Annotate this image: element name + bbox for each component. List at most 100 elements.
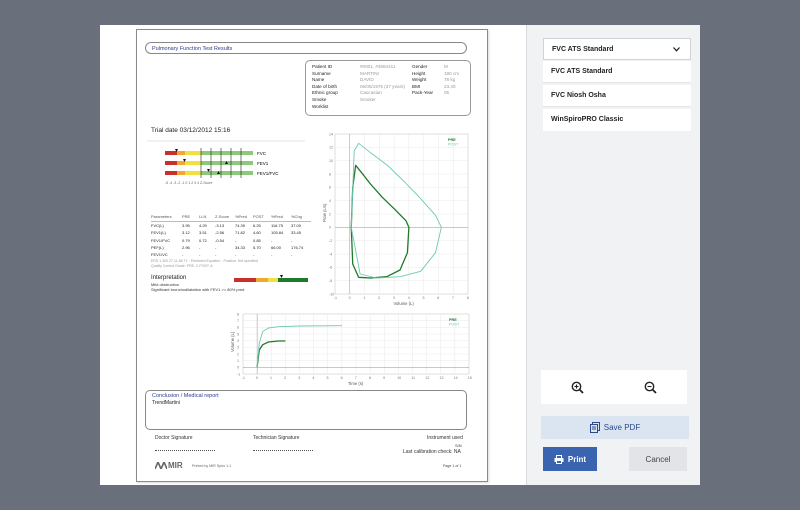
x-tick-label: 2 <box>284 376 286 380</box>
template-option-ats[interactable]: FVC ATS Standard <box>543 61 691 83</box>
interpretation-bar <box>234 275 308 282</box>
report-title-box: Pulmonary Function Test Results <box>145 42 467 54</box>
footnote-1: ERS 1.300 27-11-86 T1 · Predicted Equati… <box>151 259 259 263</box>
x-tick-label: 10 <box>397 376 401 380</box>
x-tick-label: 7 <box>452 296 454 300</box>
y-tick-label: 4 <box>237 339 239 343</box>
y-tick-label: 8 <box>329 172 331 176</box>
table-cell: 3.12 <box>182 230 190 236</box>
table-header: LLN <box>199 214 207 219</box>
table-cell: 0.72 <box>199 237 207 243</box>
x-tick-label: 8 <box>467 296 469 300</box>
legend-pre: PRE <box>448 138 456 142</box>
flow-volume-chart: -1 0 1 2 3 4 5 6 7 8-10-8-6-4-202468101214PREPOST… <box>323 132 469 306</box>
patient-field-label: Smoke <box>312 97 327 102</box>
table-cell: PEF(L) <box>151 244 164 250</box>
table-cell: 66.00 <box>271 244 282 250</box>
y-tick-label: 6 <box>237 326 239 330</box>
x-tick-label: 8 <box>369 376 371 380</box>
zoom-in-button[interactable] <box>541 370 614 404</box>
cancel-button[interactable]: Cancel <box>629 447 687 471</box>
brand-logo: MIR <box>155 461 183 470</box>
table-cell: - <box>235 252 237 258</box>
printer-icon <box>554 454 564 464</box>
y-tick-label: 2 <box>329 212 331 216</box>
patient-field-label: Name <box>312 77 325 83</box>
table-header: PRE <box>182 214 191 219</box>
template-select[interactable]: FVC ATS Standard <box>543 38 691 60</box>
table-header: %Pred <box>235 214 248 219</box>
zoom-in-icon <box>571 381 584 394</box>
y-tick-label: 3 <box>237 346 239 350</box>
print-button[interactable]: Print <box>543 447 597 471</box>
y-tick-label: 14 <box>329 132 333 136</box>
y-axis-label: Flow (L/s) <box>323 203 327 222</box>
x-tick-label: 0 <box>349 296 351 300</box>
zoom-out-button[interactable] <box>614 370 687 404</box>
table-header: Parameters <box>151 214 172 219</box>
table-cell: 5.70 <box>253 244 261 250</box>
table-cell: 3.51 <box>199 230 207 236</box>
table-cell: 33.45 <box>291 230 302 236</box>
instrument-sn: S/N <box>455 443 462 448</box>
patient-field-value: Caucasian <box>360 90 382 96</box>
report-title: Pulmonary Function Test Results <box>152 46 233 52</box>
table-cell: -3.13 <box>215 223 225 228</box>
y-tick-label: 12 <box>329 146 333 150</box>
table-cell: 0.85 <box>253 237 261 243</box>
table-cell: 105.84 <box>271 230 284 236</box>
print-label: Print <box>567 454 587 464</box>
bar-label-fev1: FEV1 <box>257 161 269 166</box>
x-tick-label: 11 <box>411 376 415 380</box>
zoom-controls <box>541 370 687 404</box>
x-tick-label: 6 <box>437 296 439 300</box>
patient-field-label: Height <box>412 70 426 76</box>
table-header: Z-Score <box>215 214 230 219</box>
brand-name: MIR <box>168 461 183 470</box>
table-cell: 4.60 <box>253 230 261 236</box>
interpretation-line-2: Significant bronchodilatation with FEV1 … <box>151 287 245 292</box>
table-cell: - <box>271 252 273 258</box>
table-cell: 176.74 <box>291 244 304 250</box>
y-tick-label: 2 <box>237 352 239 356</box>
table-header: POST <box>253 214 264 219</box>
y-tick-label: 8 <box>237 312 239 316</box>
patient-field-value: 180 cm <box>444 70 460 76</box>
table-rule <box>151 221 311 222</box>
x-tick-label: 7 <box>355 376 357 380</box>
x-tick-label: 14 <box>454 376 458 380</box>
table-cell: - <box>271 237 273 243</box>
x-tick-label: 13 <box>440 376 444 380</box>
volume-time-chart: -1 0 1 2 3 4 5 6 7 8 9 10 11 12 13 14 15-1012345678PREPO… <box>230 312 472 386</box>
table-cell: - <box>199 252 201 258</box>
patient-info-box: Patient ID #0001, #4884411 Surname MARTINI N… <box>305 60 471 116</box>
patient-field-label: Pack-Year <box>412 90 434 96</box>
template-option-niosh[interactable]: FVC Niosh Osha <box>543 85 691 107</box>
patient-field-label: Date of birth <box>312 83 338 89</box>
series-line-pre <box>350 164 410 279</box>
x-tick-label: 3 <box>298 376 300 380</box>
patient-field-label: Worklist <box>312 103 329 109</box>
patient-field-label: Ethnic group <box>312 90 338 96</box>
save-pdf-button[interactable]: Save PDF <box>541 416 689 439</box>
interpretation-title: Interpretation <box>151 275 187 281</box>
technician-signature-label: Technician Signature <box>253 435 300 441</box>
patient-field-label: Gender <box>412 64 428 69</box>
patient-field-value: MARTINI <box>360 70 379 76</box>
patient-field-value: 78 kg <box>444 77 456 83</box>
y-tick-label: -1 <box>237 372 240 376</box>
x-tick-label: 0 <box>256 376 258 380</box>
y-tick-label: 4 <box>329 199 331 203</box>
x-tick-label: 12 <box>425 376 429 380</box>
x-tick-label: 4 <box>408 296 410 300</box>
patient-field-label: Surname <box>312 70 331 76</box>
table-cell: 3.95 <box>182 223 190 228</box>
patient-field-value: #0001, #4884411 <box>360 64 396 69</box>
template-option-winspiro[interactable]: WinSpiroPRO Classic <box>543 109 691 131</box>
conclusion-text: TrendMartini <box>152 400 180 406</box>
y-tick-label: 10 <box>329 159 333 163</box>
bar-label-fvc: FVC <box>257 151 267 156</box>
template-option-label: FVC ATS Standard <box>551 68 613 75</box>
table-header: %Pred <box>271 214 284 219</box>
print-preview-dialog: Pulmonary Function Test Results Patient … <box>100 25 700 485</box>
